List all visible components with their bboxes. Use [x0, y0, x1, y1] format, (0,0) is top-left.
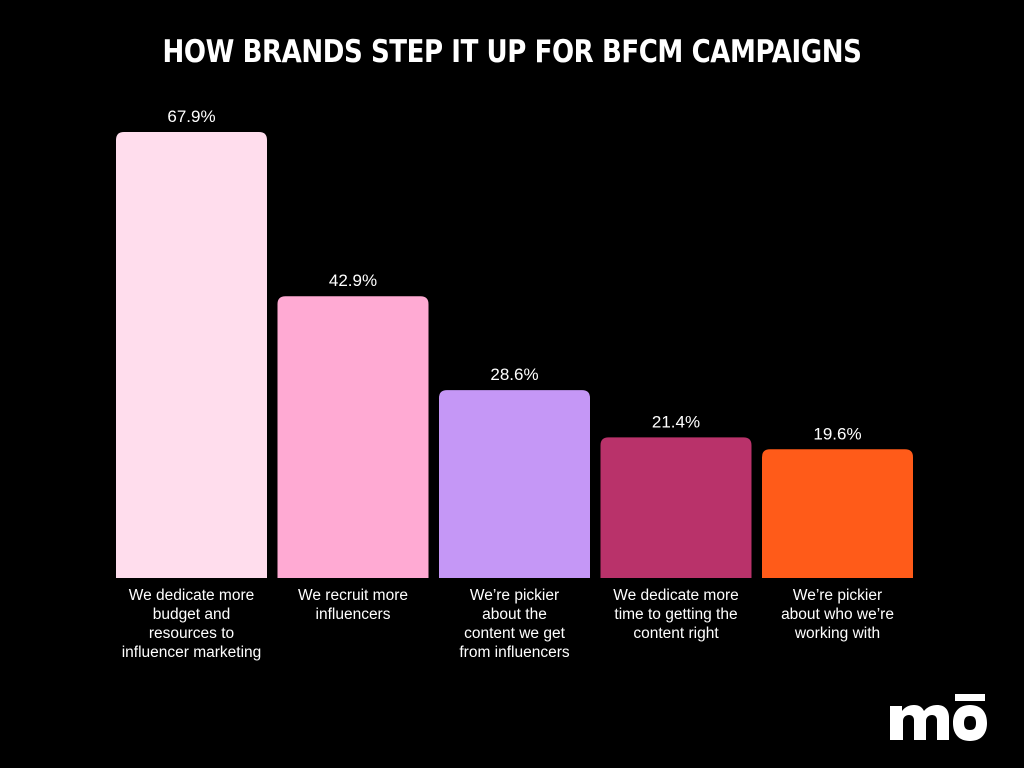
category-label-line: about who we’re	[781, 606, 894, 623]
category-label-3: We’re pickier about the content we get from…	[436, 586, 594, 662]
category-label-line: about the	[482, 606, 547, 623]
category-label-1: We dedicate more budget and resources to in…	[113, 586, 271, 662]
value-label-2: 42.9%	[329, 271, 377, 290]
category-label-2: We recruit more influencers	[274, 586, 432, 624]
category-label-line: time to getting the	[614, 606, 738, 623]
category-label-line: influencer marketing	[121, 644, 262, 661]
category-label-line: budget and	[152, 606, 231, 623]
category-label-line: We’re pickier	[792, 587, 883, 604]
category-label-4: We dedicate more time to getting the conte…	[597, 586, 755, 643]
category-label-line: content right	[633, 625, 719, 642]
value-label-1: 67.9%	[167, 107, 215, 126]
category-label-line: working with	[794, 625, 881, 642]
category-label-line: We dedicate more	[128, 587, 255, 604]
bar-5	[762, 449, 913, 578]
logo-m-glyph	[890, 705, 949, 740]
bar-1	[116, 132, 267, 578]
bar-3	[439, 390, 590, 578]
category-label-line: We’re pickier	[469, 587, 560, 604]
category-label-line: We dedicate more	[613, 587, 739, 604]
category-label-line: influencers	[315, 606, 391, 623]
category-label-line: from influencers	[459, 644, 570, 661]
logo-o-bar	[955, 694, 985, 701]
category-label-line: resources to	[148, 625, 235, 642]
category-label-line: content we get	[464, 625, 565, 642]
bar-2	[277, 296, 429, 578]
chart-title: HOW BRANDS STEP IT UP FOR BFCM CAMPAIGNS	[162, 34, 862, 70]
category-label-line: We recruit more	[298, 587, 408, 604]
mo-logo	[890, 694, 987, 741]
category-label-5: We’re pickier about who we’re working with	[759, 586, 917, 643]
value-label-3: 28.6%	[490, 365, 538, 384]
bar-4	[600, 437, 752, 578]
value-label-4: 21.4%	[652, 412, 700, 431]
logo-o-glyph	[953, 705, 987, 741]
value-label-5: 19.6%	[813, 424, 861, 443]
